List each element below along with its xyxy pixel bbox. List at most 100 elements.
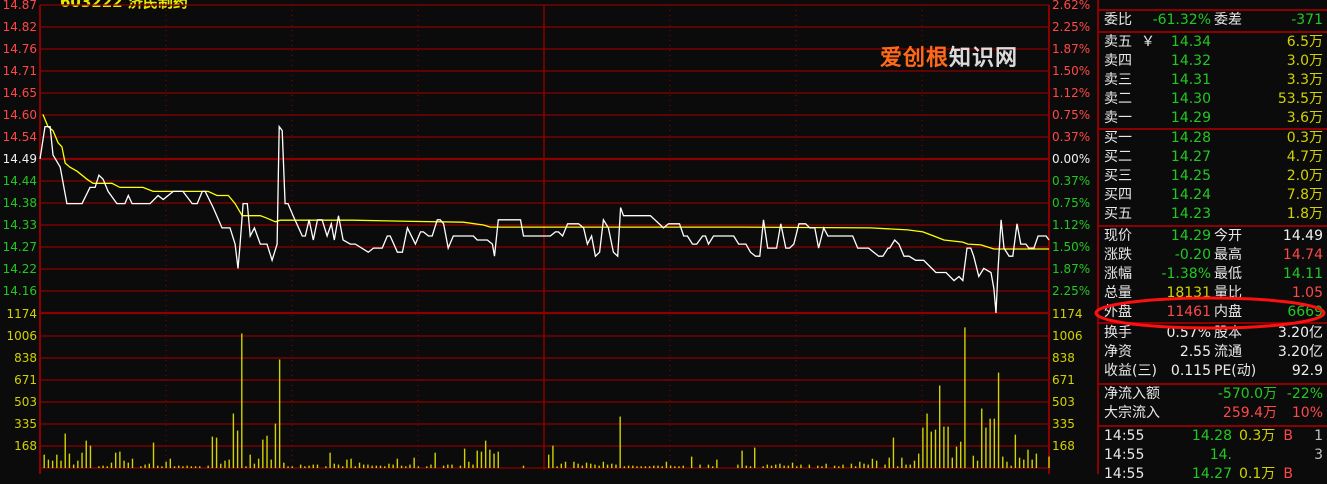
- field-value: 14.29: [1170, 228, 1211, 244]
- field-label: 最低: [1214, 266, 1242, 282]
- quote-row[interactable]: 现价 14.29 今开 14.49: [1099, 227, 1327, 246]
- field-value: 3.20亿: [1277, 344, 1323, 360]
- panel-divider: [1099, 425, 1327, 427]
- commission-ratio-row[interactable]: 委比 -61.32% 委差 -371: [1099, 11, 1327, 30]
- volume-tick-label: 671: [14, 373, 37, 387]
- percent-tick-label: 0.75%: [1052, 196, 1091, 210]
- quote-row[interactable]: 涨幅 -1.38% 最低 14.11: [1099, 265, 1327, 284]
- field-label: 收益(三): [1104, 363, 1157, 379]
- ask-volume-unit: 万: [1309, 110, 1323, 126]
- bid-price: 14.27: [1170, 149, 1211, 165]
- flow-label: 大宗流入: [1104, 405, 1160, 421]
- tick-price: 14.28: [1191, 428, 1232, 444]
- percent-tick-label: 1.87%: [1052, 262, 1091, 276]
- bid-volume-unit: 万: [1309, 149, 1323, 165]
- bid-volume: 0.3万: [1287, 129, 1323, 148]
- field-label: 净资: [1104, 344, 1132, 360]
- ask-price: 14.29: [1170, 110, 1211, 126]
- tick-volume-unit: 万: [1261, 428, 1276, 444]
- volume-tick-label: 838: [14, 351, 37, 365]
- panel-divider: [1099, 225, 1327, 227]
- percent-tick-label: 0.37%: [1052, 174, 1091, 188]
- watermark-logo: 爱创根知识网: [880, 40, 1018, 72]
- bid-price: 14.25: [1170, 168, 1211, 184]
- price-tick-label: 14.49: [2, 152, 37, 166]
- ask-level-row[interactable]: 卖三 14.31 3.3万: [1099, 71, 1327, 90]
- ask-level-row[interactable]: 卖四 14.32 3.0万: [1099, 52, 1327, 71]
- ask-volume: 3.6万: [1287, 109, 1323, 128]
- tick-volume-value: 0.1: [1239, 466, 1262, 482]
- quote-row[interactable]: 涨跌 -0.20 最高 14.74: [1099, 246, 1327, 265]
- tick-volume-value: 0.3: [1239, 428, 1262, 444]
- tick-count: 1: [1314, 428, 1323, 444]
- bid-volume: 2.0万: [1287, 167, 1323, 186]
- tick-trade-row[interactable]: 14:55 14.27 0.1万 B: [1099, 465, 1327, 484]
- ask-level-label: 卖三: [1104, 72, 1132, 88]
- field-value: 3.20亿: [1277, 325, 1323, 341]
- percent-tick-label: 0.75%: [1052, 108, 1091, 122]
- price-tick-label: 14.16: [2, 284, 37, 298]
- tick-trade-row[interactable]: 14:55 14.28 0.3万 B 1: [1099, 427, 1327, 446]
- fundamental-row[interactable]: 收益(三) 0.115 PE(动) 92.9: [1099, 362, 1327, 381]
- percent-tick-label: 1.12%: [1052, 86, 1091, 100]
- volume-tick-label: 168: [1052, 439, 1075, 453]
- fundamental-row[interactable]: 净资 2.55 流通 3.20亿: [1099, 343, 1327, 362]
- quote-row[interactable]: 外盘 11461 内盘 6669: [1099, 303, 1327, 322]
- flow-label: 净流入额: [1104, 386, 1160, 402]
- volume-tick-label: 838: [1052, 351, 1075, 365]
- tick-count: 3: [1314, 447, 1323, 463]
- tick-time: 14:55: [1104, 428, 1145, 444]
- volume-tick-label: 1006: [1052, 329, 1083, 343]
- bid-volume: 4.7万: [1287, 148, 1323, 167]
- volume-tick-label: 1174: [6, 307, 37, 321]
- volume-tick-label: 1006: [6, 329, 37, 343]
- field-value: 0.57%: [1166, 325, 1211, 341]
- field-label: 内盘: [1214, 304, 1242, 320]
- ask-level-row[interactable]: 卖五 ￥ 14.34 6.5万: [1099, 33, 1327, 52]
- volume-tick-label: 503: [14, 395, 37, 409]
- tick-time: 14:55: [1104, 447, 1145, 463]
- bid-level-row[interactable]: 买二 14.27 4.7万: [1099, 148, 1327, 167]
- quote-row[interactable]: 总量 18131 量比 1.05: [1099, 284, 1327, 303]
- price-tick-label: 14.27: [2, 240, 37, 254]
- intraday-chart[interactable]: [0, 0, 1097, 474]
- bid-level-row[interactable]: 买一 14.28 0.3万: [1099, 129, 1327, 148]
- field-label: 总量: [1104, 285, 1132, 301]
- field-value: 14.49: [1282, 228, 1323, 244]
- tick-trade-row[interactable]: 14:55 14. 3: [1099, 446, 1327, 465]
- ask-level-row[interactable]: 卖一 14.29 3.6万: [1099, 109, 1327, 128]
- field-label: 换手: [1104, 325, 1132, 341]
- ask-volume: 53.5万: [1278, 90, 1323, 109]
- percent-tick-label: 2.62%: [1052, 0, 1091, 12]
- field-label: 现价: [1104, 228, 1132, 244]
- bid-level-row[interactable]: 买四 14.24 7.8万: [1099, 186, 1327, 205]
- bid-level-row[interactable]: 买五 14.23 1.8万: [1099, 205, 1327, 224]
- fundamental-row[interactable]: 换手 0.57% 股本 3.20亿: [1099, 324, 1327, 343]
- price-tick-label: 14.22: [2, 262, 37, 276]
- tick-volume: 0.3万: [1239, 427, 1275, 446]
- field-label: 委差: [1214, 12, 1242, 28]
- field-value: -61.32%: [1152, 12, 1211, 28]
- ask-volume: 6.5万: [1287, 33, 1323, 52]
- bid-volume-value: 7.8: [1286, 187, 1309, 203]
- ask-volume-unit: 万: [1309, 91, 1323, 107]
- volume-tick-label: 335: [14, 417, 37, 431]
- tick-volume: 0.1万: [1239, 465, 1275, 484]
- field-value: 18131: [1166, 285, 1211, 301]
- price-tick-label: 14.60: [2, 108, 37, 122]
- money-flow-row[interactable]: 净流入额 -570.0万 -22%: [1099, 385, 1327, 404]
- bid-level-row[interactable]: 买三 14.25 2.0万: [1099, 167, 1327, 186]
- ask-level-label: 卖一: [1104, 110, 1132, 126]
- ask-level-label: 卖四: [1104, 53, 1132, 69]
- tick-time: 14:55: [1104, 466, 1145, 482]
- bid-volume-unit: 万: [1309, 130, 1323, 146]
- money-flow-row[interactable]: 大宗流入 259.4万 10%: [1099, 404, 1327, 423]
- field-label: 股本: [1214, 325, 1242, 341]
- price-tick-label: 14.76: [2, 42, 37, 56]
- ask-level-row[interactable]: 卖二 14.30 53.5万: [1099, 90, 1327, 109]
- ask-price: 14.34: [1170, 34, 1211, 50]
- bid-level-label: 买五: [1104, 206, 1132, 222]
- ask-volume-value: 3.3: [1286, 72, 1309, 88]
- panel-divider: [1099, 383, 1327, 385]
- percent-tick-label: 1.50%: [1052, 64, 1091, 78]
